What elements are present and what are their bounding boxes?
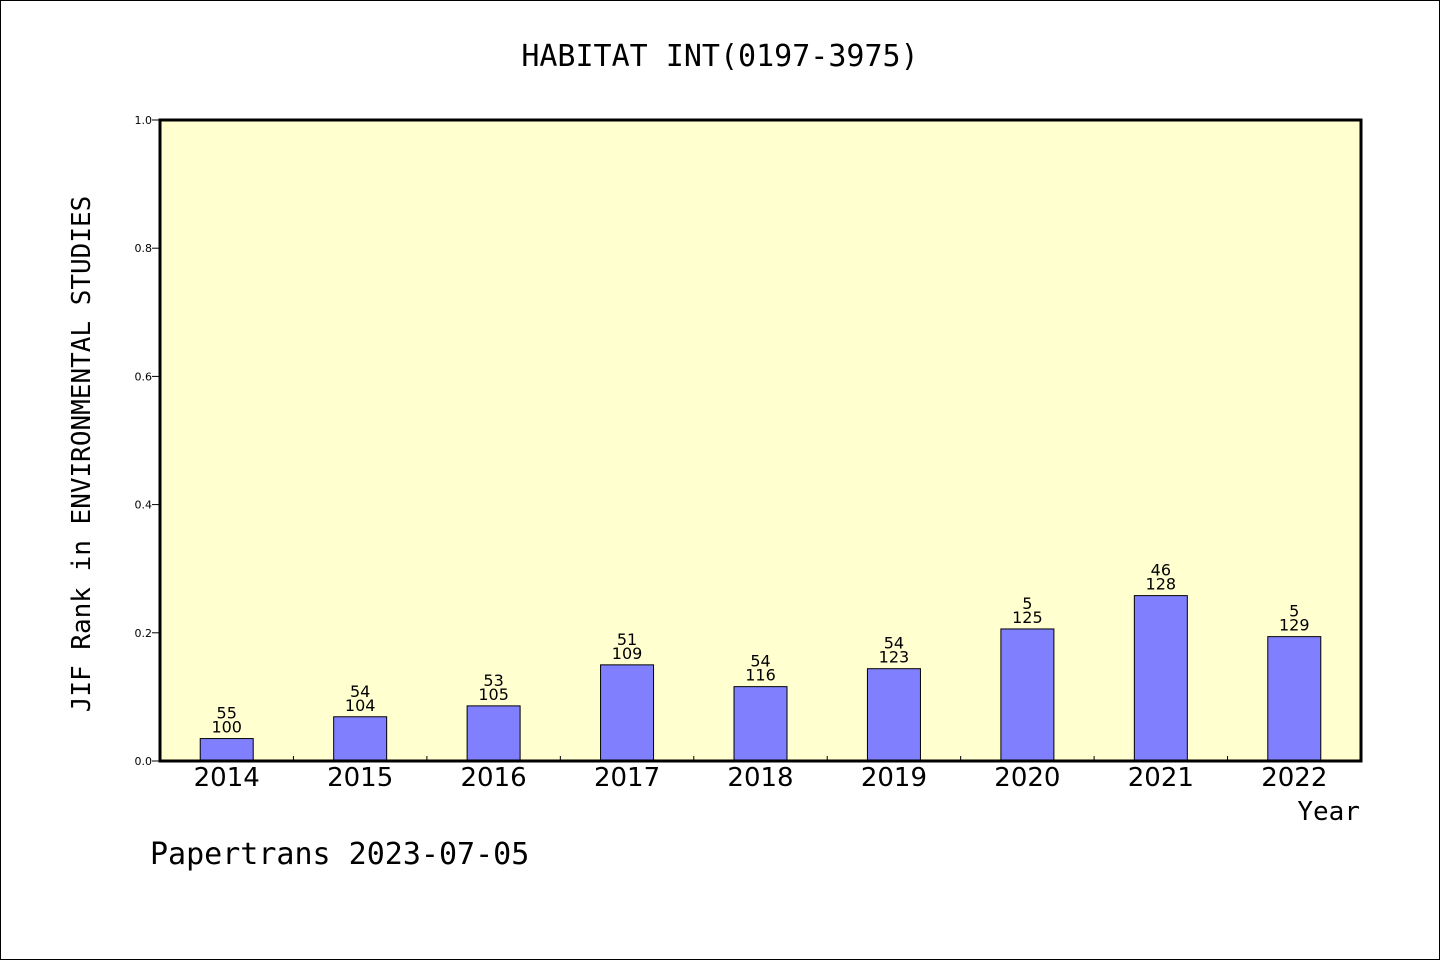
x-tick-label: 2022	[1261, 763, 1327, 793]
bar-total-label: 109	[612, 644, 643, 663]
y-tick-label: 1.0	[135, 114, 153, 127]
bar-2014	[199, 738, 254, 762]
bar-rank-label: 46	[1151, 561, 1171, 580]
x-tick-label: 2019	[861, 763, 927, 793]
bar-2020	[1000, 628, 1055, 762]
x-tick-label: 2018	[727, 763, 793, 793]
y-tick-label: 0.2	[135, 627, 153, 640]
bar-total-label: 123	[879, 648, 910, 667]
x-tick-label: 2014	[194, 763, 260, 793]
bar-rank-label: 54	[350, 682, 370, 701]
bar-rank-label: 5	[1289, 602, 1299, 621]
x-tick-label: 2016	[461, 763, 527, 793]
bar-2016	[466, 705, 521, 762]
chart-title: HABITAT INT(0197-3975)	[521, 39, 918, 74]
bar-2017	[600, 664, 655, 762]
bar-total-label: 128	[1146, 575, 1177, 594]
y-tick-label: 0.6	[135, 370, 153, 383]
bar-rank-label: 54	[884, 634, 904, 653]
x-tick-label: 2021	[1128, 763, 1194, 793]
bar-total-label: 116	[745, 666, 776, 685]
x-tick-label: 2020	[994, 763, 1060, 793]
bar-2018	[733, 686, 788, 762]
bar-total-label: 129	[1279, 616, 1310, 635]
bar-total-label: 100	[211, 718, 242, 737]
y-tick-label: 0.4	[135, 499, 153, 512]
footer-text: Papertrans 2023-07-05	[150, 837, 529, 872]
y-tick-label: 0.0	[135, 755, 153, 768]
bar-rank-label: 51	[617, 630, 637, 649]
x-tick-label: 2017	[594, 763, 660, 793]
bar-2019	[866, 668, 921, 762]
bar-rank-label: 5	[1022, 594, 1032, 613]
bar-rank-label: 55	[217, 704, 237, 723]
x-axis-label: Year	[1297, 797, 1360, 827]
bar-rank-label: 53	[483, 671, 503, 690]
y-axis-label: JIF Rank in ENVIRONMENTAL STUDIES	[67, 196, 97, 713]
bar-2021	[1133, 595, 1188, 762]
bar-2015	[333, 716, 388, 762]
bar-total-label: 104	[345, 696, 376, 715]
bar-2022	[1267, 636, 1322, 762]
x-axis-ticks: 2014 2015 2016 2017 2018 2019 2020 2021 2022	[194, 756, 1327, 793]
bar-total-label: 125	[1012, 608, 1043, 627]
bar-total-label: 105	[478, 685, 509, 704]
x-tick-label: 2015	[327, 763, 393, 793]
bar-rank-label: 54	[750, 652, 770, 671]
y-tick-label: 0.8	[135, 242, 153, 255]
y-axis-ticks: 0.0 0.2 0.4 0.6 0.8 1.0	[135, 114, 160, 768]
plot-border	[158, 118, 1363, 763]
bars-group	[199, 595, 1322, 762]
